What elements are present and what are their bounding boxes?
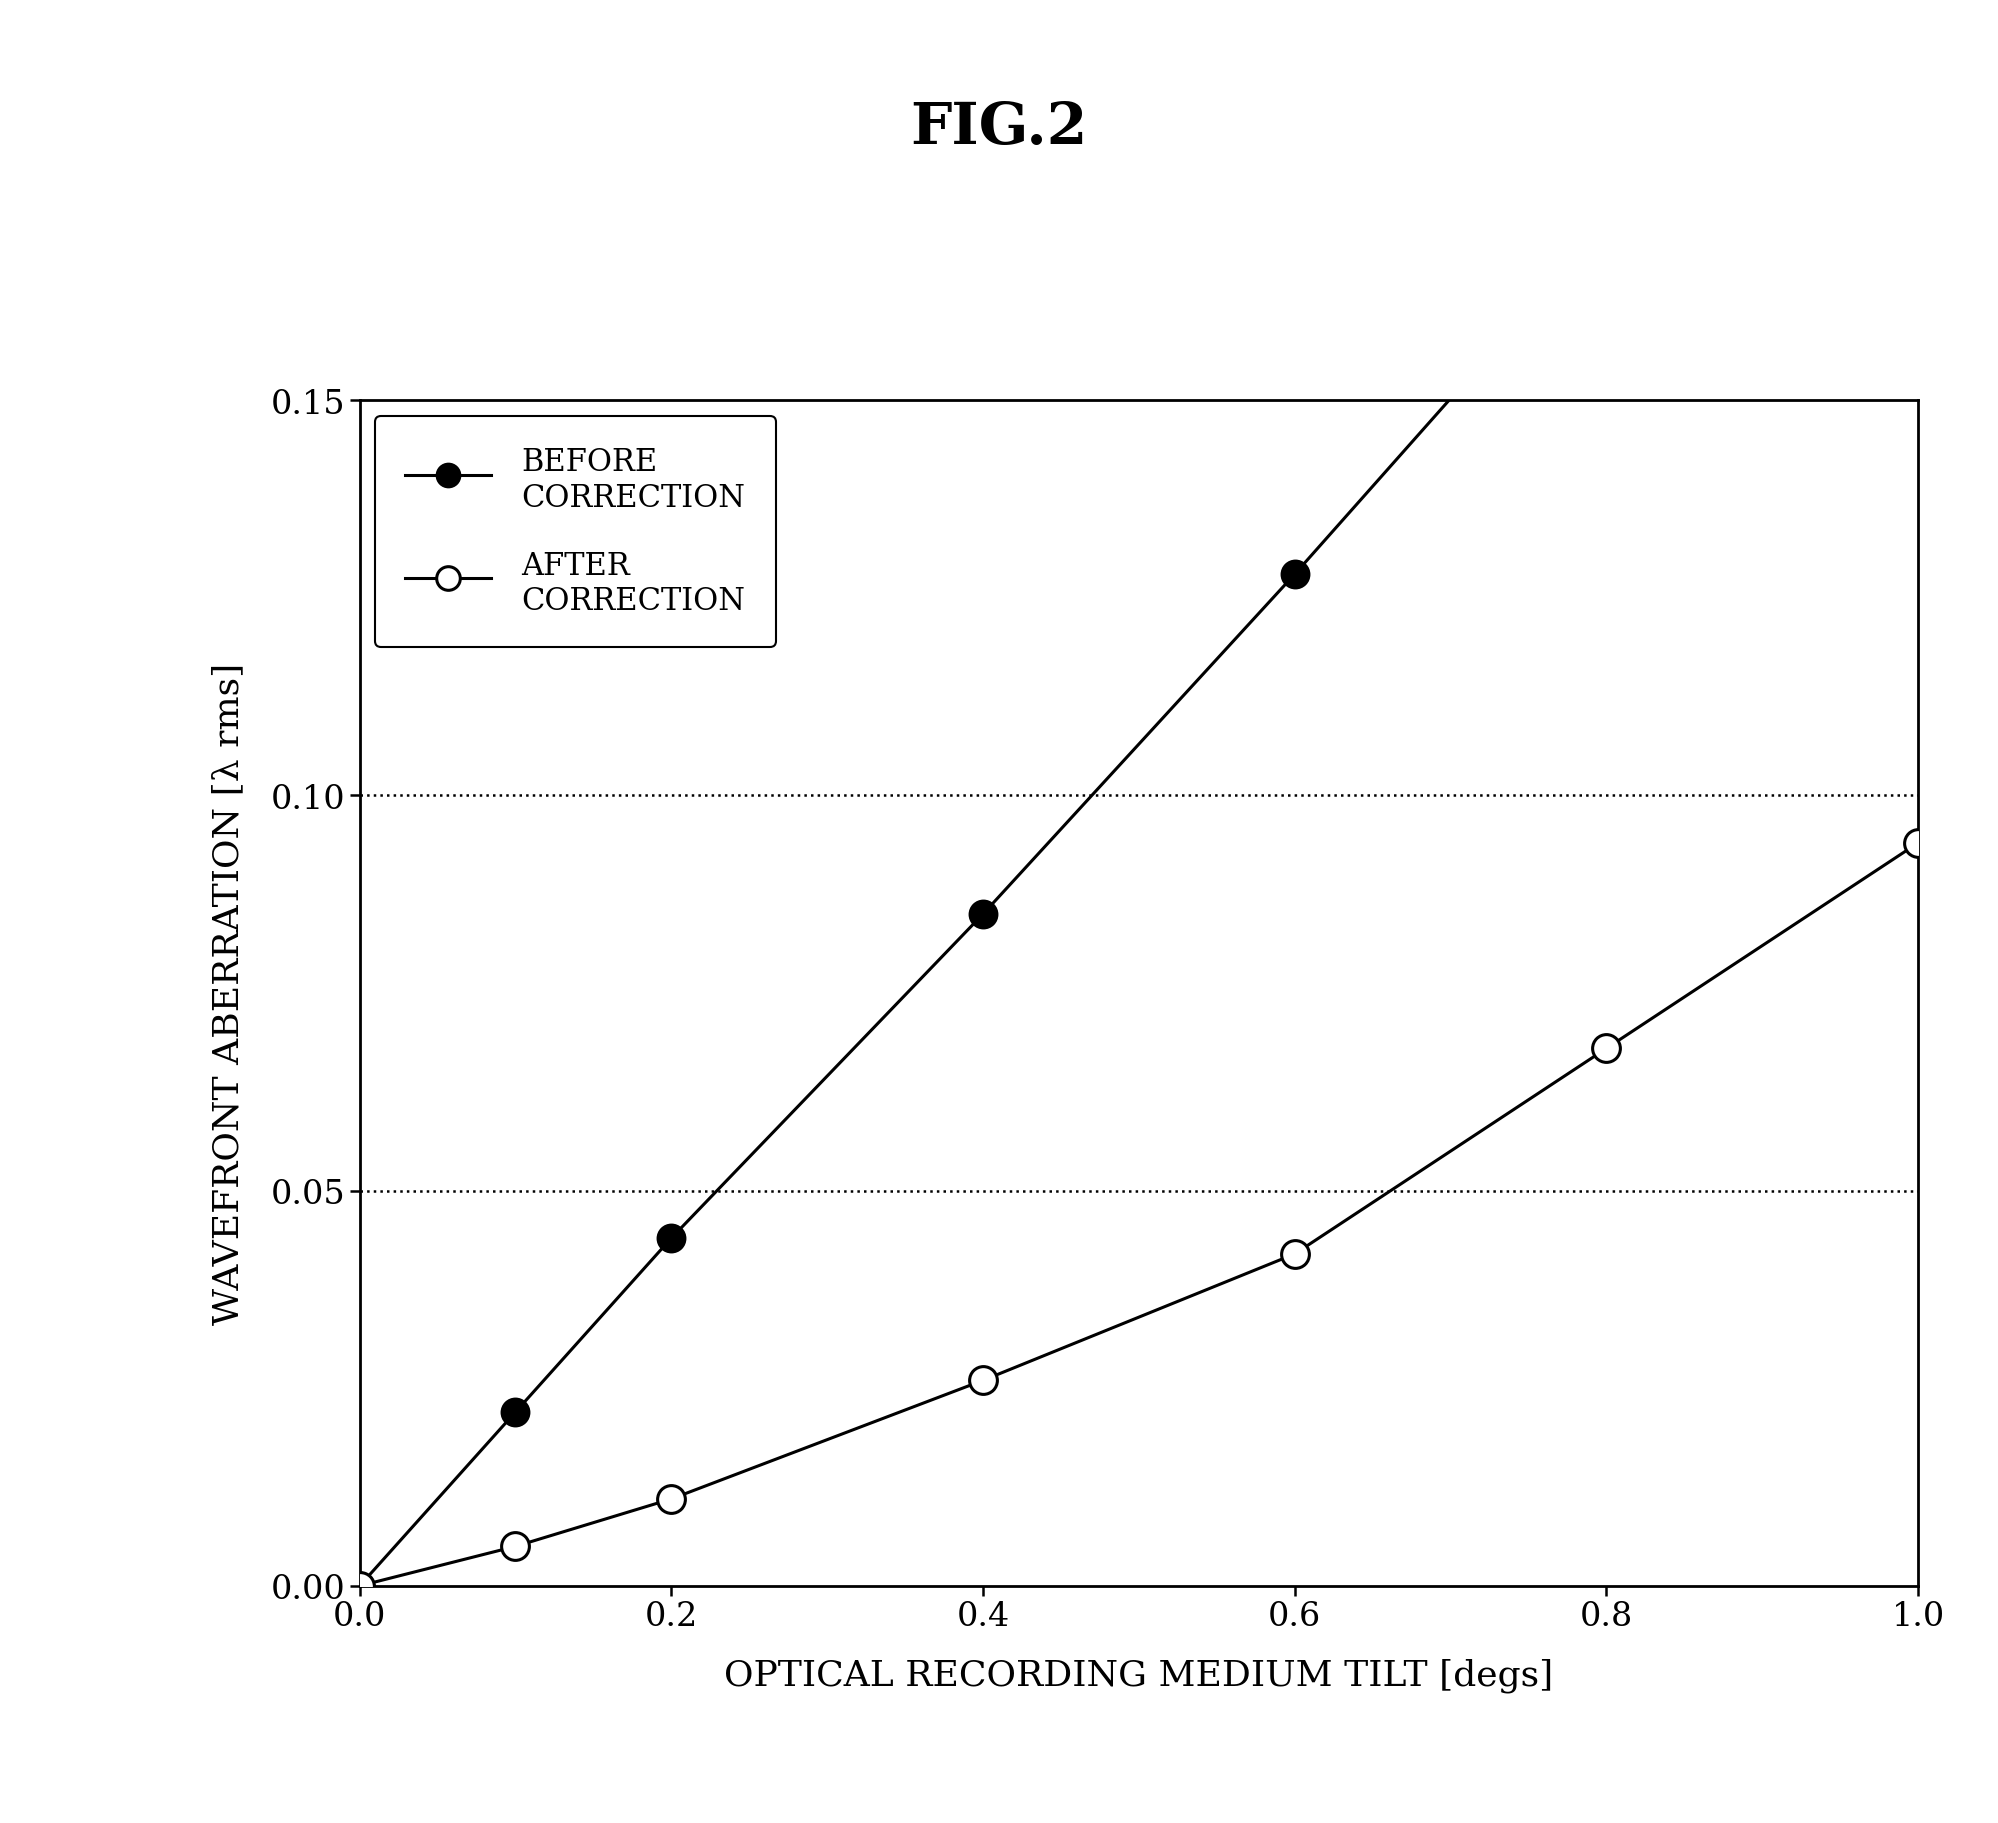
Text: FIG.2: FIG.2 xyxy=(911,100,1087,155)
X-axis label: OPTICAL RECORDING MEDIUM TILT [degs]: OPTICAL RECORDING MEDIUM TILT [degs] xyxy=(723,1657,1554,1692)
Legend: BEFORE
CORRECTION, AFTER
CORRECTION: BEFORE CORRECTION, AFTER CORRECTION xyxy=(376,416,775,647)
Y-axis label: WAVEFRONT ABERRATION [λ rms]: WAVEFRONT ABERRATION [λ rms] xyxy=(212,662,246,1325)
